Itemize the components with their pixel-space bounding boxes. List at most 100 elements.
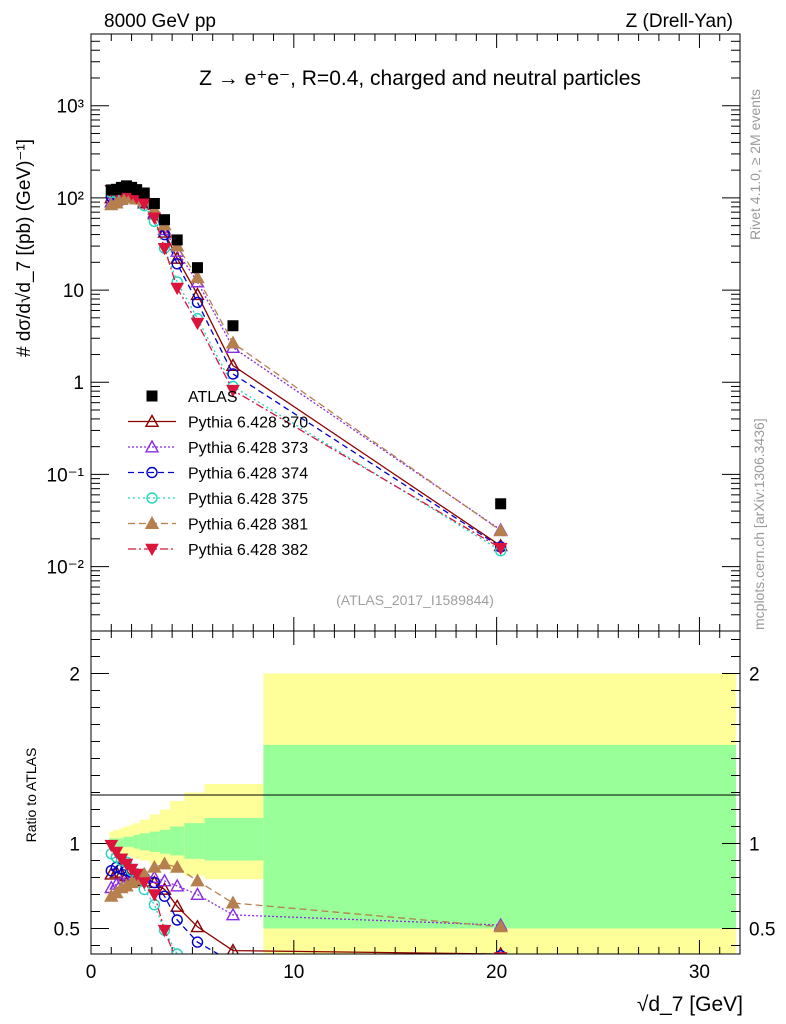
series-point-main (190, 317, 205, 331)
series-point-main (225, 358, 241, 372)
series-point-ratio (170, 878, 185, 892)
legend-label: Pythia 6.428 382 (188, 542, 308, 559)
stat-uncertainty-band (263, 744, 736, 929)
series-point-ratio (171, 958, 183, 969)
x-tick-label: 20 (486, 962, 507, 983)
series-point-main (190, 287, 205, 301)
series-point-ratio (228, 971, 238, 981)
ratio-tick-label: 1 (69, 835, 80, 856)
series-point-ratio (109, 846, 124, 860)
series-point-ratio (137, 877, 152, 890)
stat-uncertainty-band (139, 833, 150, 851)
process-label: Z (Drell-Yan) (626, 11, 733, 32)
ratio-tick-label-right: 1 (749, 835, 760, 856)
atlas-data-point (148, 197, 160, 209)
atlas-data-point (191, 262, 203, 274)
series-point-ratio (192, 961, 202, 971)
atlas-data-point (227, 320, 239, 332)
legend-marker (144, 414, 160, 427)
x-axis-label: √d_7 [GeV] (637, 993, 743, 1016)
series-point-main (225, 335, 241, 349)
series-point-ratio (191, 966, 203, 977)
mcplots-label: mcplots.cern.ch [arXiv:1306.3436] (751, 418, 767, 630)
legend-label: Pythia 6.428 375 (188, 491, 308, 508)
legend-label: ATLAS (188, 389, 238, 406)
analysis-id: (ATLAS_2017_I1589844) (336, 592, 494, 608)
series-point-main (493, 542, 508, 556)
ratio-uncertainty-bands (109, 673, 736, 954)
ratio-series-layer (104, 839, 508, 986)
energy-label: 8000 GeV pp (104, 11, 216, 32)
atlas-data-point (159, 214, 171, 226)
series-point-ratio (225, 895, 241, 909)
series-point-ratio (228, 958, 238, 968)
ratio-tick-label-right: 0.5 (749, 920, 775, 941)
ratio-tick-label-right: 2 (749, 665, 760, 686)
series-point-ratio (157, 881, 172, 895)
x-tick-label: 30 (689, 962, 710, 983)
series-point-main (157, 242, 172, 256)
series-point-ratio (158, 890, 171, 902)
series-point-main (137, 198, 152, 211)
legend-marker (146, 466, 158, 479)
series-point-ratio (157, 856, 172, 870)
ratio-tick-label: 2 (69, 665, 80, 686)
legend-marker (144, 516, 160, 529)
legend-label: Pythia 6.428 381 (188, 517, 308, 534)
series-point-ratio (170, 859, 185, 873)
series-point-ratio (129, 868, 144, 882)
y-tick-label: 10² (57, 189, 84, 210)
series-point-main (226, 384, 240, 398)
series-point-ratio (495, 950, 507, 954)
ratio-tick-label: 0.5 (54, 920, 80, 941)
y-tick-label: 10³ (57, 97, 84, 118)
y-tick-label: 1 (73, 373, 84, 394)
y-tick-label: 10⁻² (47, 558, 85, 579)
stat-uncertainty-band (123, 836, 130, 847)
y-axis-label: # dσ/d√d_7 [(pb) (GeV)⁻¹] (14, 139, 35, 357)
series-point-ratio (190, 873, 205, 887)
stat-uncertainty-band (184, 823, 205, 859)
y-tick-label: 10⁻¹ (47, 465, 85, 486)
series-point-ratio (225, 907, 241, 921)
axes-ticks: 0 10 20 30 10⁻² 10⁻¹ 1 10 10² 10³ 0.5 0.5 1 1 2 2 (47, 33, 775, 983)
stat-uncertainty-band (170, 826, 185, 856)
ratio-axis-label: Ratio to ATLAS (23, 748, 39, 843)
atlas-data-point (131, 184, 143, 196)
atlas-data-point (171, 234, 183, 246)
series-point-main (157, 224, 172, 238)
series-point-ratio (171, 914, 183, 926)
legend-marker (145, 543, 159, 557)
stat-uncertainty-band (133, 835, 140, 849)
series-point-ratio (227, 975, 239, 986)
series-point-ratio (190, 919, 205, 933)
series-point-main (191, 296, 204, 309)
stat-uncertainty-band (149, 831, 160, 852)
series-point-ratio (147, 870, 162, 883)
legend-marker (144, 439, 160, 453)
series-point-ratio (170, 898, 185, 912)
legend-label: Pythia 6.428 374 (188, 466, 308, 483)
ratio-clip-group (104, 839, 508, 986)
series-point-ratio (104, 839, 119, 853)
stat-uncertainty-band (129, 836, 134, 847)
series-point-main (190, 270, 205, 284)
series-point-ratio (148, 876, 161, 889)
series-point-ratio (147, 889, 162, 902)
series-point-main (227, 368, 239, 380)
rivet-label: Rivet 4.1.0, ≥ 2M events (747, 89, 763, 240)
legend-label: Pythia 6.428 370 (188, 415, 308, 432)
stat-uncertainty-band (119, 838, 124, 847)
series-point-main (171, 258, 183, 270)
series-point-main (147, 212, 162, 225)
series-point-ratio (104, 866, 119, 880)
legend-marker (146, 492, 158, 504)
y-tick-label: 10 (63, 281, 84, 302)
series-point-main (170, 282, 185, 296)
series-point-ratio (171, 948, 183, 954)
series-point-ratio (493, 919, 508, 933)
legend-marker (146, 390, 158, 402)
atlas-data-point (138, 187, 150, 199)
legend-label: Pythia 6.428 373 (188, 440, 308, 457)
